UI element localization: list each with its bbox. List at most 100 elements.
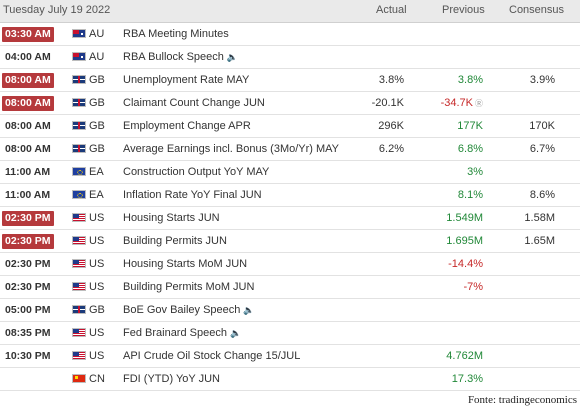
consensus-value: 1.65M [524, 235, 555, 247]
event-time: 02:30 PM [2, 234, 54, 249]
calendar-row[interactable]: 04:00 AM AU RBA Bullock Speech 🔈 [0, 46, 580, 69]
country-code: EA [89, 189, 104, 201]
country-code: GB [89, 97, 105, 109]
cn-flag-icon [72, 374, 86, 383]
calendar-row[interactable]: 02:30 PM US Building Permits JUN 1.695M 1.65… [0, 230, 580, 253]
calendar-row[interactable]: 08:00 AM GB Claimant Count Change JUN -20.1… [0, 92, 580, 115]
previous-value: 6.8% [458, 143, 483, 155]
us-flag-icon [72, 351, 86, 360]
previous-value: 1.695M [446, 235, 483, 247]
event-time: 11:00 AM [5, 166, 51, 178]
country-code: CN [89, 373, 105, 385]
calendar-row[interactable]: 11:00 AM EA Inflation Rate YoY Final JUN 8.… [0, 184, 580, 207]
event-name-link[interactable]: Average Earnings incl. Bonus (3Mo/Yr) MA… [123, 143, 339, 155]
gb-flag-icon [72, 75, 86, 84]
event-time: 05:00 PM [5, 304, 51, 316]
us-flag-icon [72, 236, 86, 245]
calendar-row[interactable]: 05:00 PM GB BoE Gov Bailey Speech 🔈 [0, 299, 580, 322]
event-name-link[interactable]: Building Permits MoM JUN [123, 281, 254, 293]
calendar-row[interactable]: 02:30 PM US Building Permits MoM JUN -7% [0, 276, 580, 299]
previous-value-text: 177K [457, 120, 483, 132]
event-name: Claimant Count Change JUN [123, 97, 265, 109]
event-name-link[interactable]: Building Permits JUN [123, 235, 227, 247]
event-name-link[interactable]: Fed Brainard Speech 🔈 [123, 327, 241, 339]
ea-flag-icon [72, 167, 86, 176]
country-code: US [89, 235, 105, 247]
previous-value: 3.8% [458, 74, 483, 86]
event-time: 03:30 AM [2, 27, 54, 42]
au-flag-icon [72, 52, 86, 61]
country-code: US [89, 258, 105, 270]
event-name-link[interactable]: Claimant Count Change JUN [123, 97, 265, 109]
previous-value: 3% [467, 166, 483, 178]
previous-value: -7% [463, 281, 483, 293]
event-time: 02:30 PM [2, 211, 54, 226]
previous-value: 177K [457, 120, 483, 132]
calendar-row[interactable]: 08:35 PM US Fed Brainard Speech 🔈 [0, 322, 580, 345]
event-name-link[interactable]: RBA Bullock Speech 🔈 [123, 51, 238, 63]
calendar-row[interactable]: 02:30 PM US Housing Starts MoM JUN -14.4% [0, 253, 580, 276]
event-name: Housing Starts JUN [123, 212, 220, 224]
event-name: Unemployment Rate MAY [123, 74, 250, 86]
event-time: 08:00 AM [5, 143, 51, 155]
previous-value-text: 3% [467, 166, 483, 178]
event-time: 02:30 PM [5, 281, 51, 293]
event-name: Housing Starts MoM JUN [123, 258, 248, 270]
calendar-row[interactable]: 10:30 PM US API Crude Oil Stock Change 15/… [0, 345, 580, 368]
previous-value-text: 3.8% [457, 74, 483, 86]
event-time: 08:00 AM [2, 73, 54, 88]
event-name-link[interactable]: Employment Change APR [123, 120, 251, 132]
event-name: RBA Meeting Minutes [123, 28, 229, 40]
country-code: GB [89, 74, 105, 86]
previous-column-header[interactable]: Previous [442, 4, 485, 16]
event-name-link[interactable]: Housing Starts MoM JUN [123, 258, 247, 270]
event-name-link[interactable]: Inflation Rate YoY Final JUN [123, 189, 262, 201]
event-name: Average Earnings incl. Bonus (3Mo/Yr) MA… [123, 143, 340, 155]
calendar-row[interactable]: CN FDI (YTD) YoY JUN 17.3% [0, 368, 580, 391]
previous-value: -14.4% [448, 258, 483, 270]
calendar-row[interactable]: 08:00 AM GB Employment Change APR 296K 177K 1… [0, 115, 580, 138]
country-code: US [89, 281, 105, 293]
event-name: Employment Change APR [123, 120, 251, 132]
actual-value: -20.1K [371, 97, 404, 109]
actual-column-header[interactable]: Actual [376, 4, 407, 16]
speaker-icon: 🔈 [243, 305, 255, 315]
event-name-link[interactable]: BoE Gov Bailey Speech 🔈 [123, 304, 255, 316]
calendar-row[interactable]: 08:00 AM GB Unemployment Rate MAY 3.8% 3.8% 3… [0, 69, 580, 92]
country-code: GB [89, 143, 105, 155]
source-label: Fonte: tradingeconomics [467, 394, 577, 406]
event-name-link[interactable]: Unemployment Rate MAY [123, 74, 249, 86]
calendar-row[interactable]: 11:00 AM EA Construction Output YoY MAY 3% [0, 161, 580, 184]
previous-value-text: -34.7K [440, 97, 473, 109]
previous-value-text: -7% [463, 281, 483, 293]
us-flag-icon [72, 259, 86, 268]
us-flag-icon [72, 328, 86, 337]
event-name: Inflation Rate YoY Final JUN [123, 189, 262, 201]
country-code: AU [89, 51, 105, 63]
event-name-link[interactable]: FDI (YTD) YoY JUN [123, 373, 220, 385]
speaker-icon: 🔈 [229, 328, 242, 338]
event-name-link[interactable]: API Crude Oil Stock Change 15/JUL [123, 350, 300, 362]
consensus-column-header[interactable]: Consensus [509, 4, 565, 16]
event-name-link[interactable]: Housing Starts JUN [123, 212, 220, 224]
event-name: Construction Output YoY MAY [123, 166, 270, 178]
country-code: AU [89, 28, 105, 40]
gb-flag-icon [72, 144, 86, 153]
calendar-row[interactable]: 03:30 AM AU RBA Meeting Minutes [0, 23, 580, 46]
event-name: API Crude Oil Stock Change 15/JUL [123, 350, 301, 362]
calendar-row[interactable]: 02:30 PM US Housing Starts JUN 1.549M 1.58M [0, 207, 580, 230]
us-flag-icon [72, 213, 86, 222]
ea-flag-icon [72, 190, 86, 199]
event-time: 10:30 PM [5, 350, 51, 362]
event-time: 04:00 AM [5, 51, 51, 63]
event-time: 08:00 AM [2, 96, 54, 111]
consensus-value: 170K [529, 120, 555, 132]
au-flag-icon [72, 29, 86, 38]
calendar-row[interactable]: 08:00 AM GB Average Earnings incl. Bonus (… [0, 138, 580, 161]
revised-icon: Ⓡ [475, 99, 483, 108]
event-name-link[interactable]: Construction Output YoY MAY [123, 166, 269, 178]
gb-flag-icon [72, 98, 86, 107]
event-name-link[interactable]: RBA Meeting Minutes [123, 28, 229, 40]
gb-flag-icon [72, 305, 86, 314]
calendar-rows: 03:30 AM AU RBA Meeting Minutes 04:00 AM AU R… [0, 23, 580, 391]
